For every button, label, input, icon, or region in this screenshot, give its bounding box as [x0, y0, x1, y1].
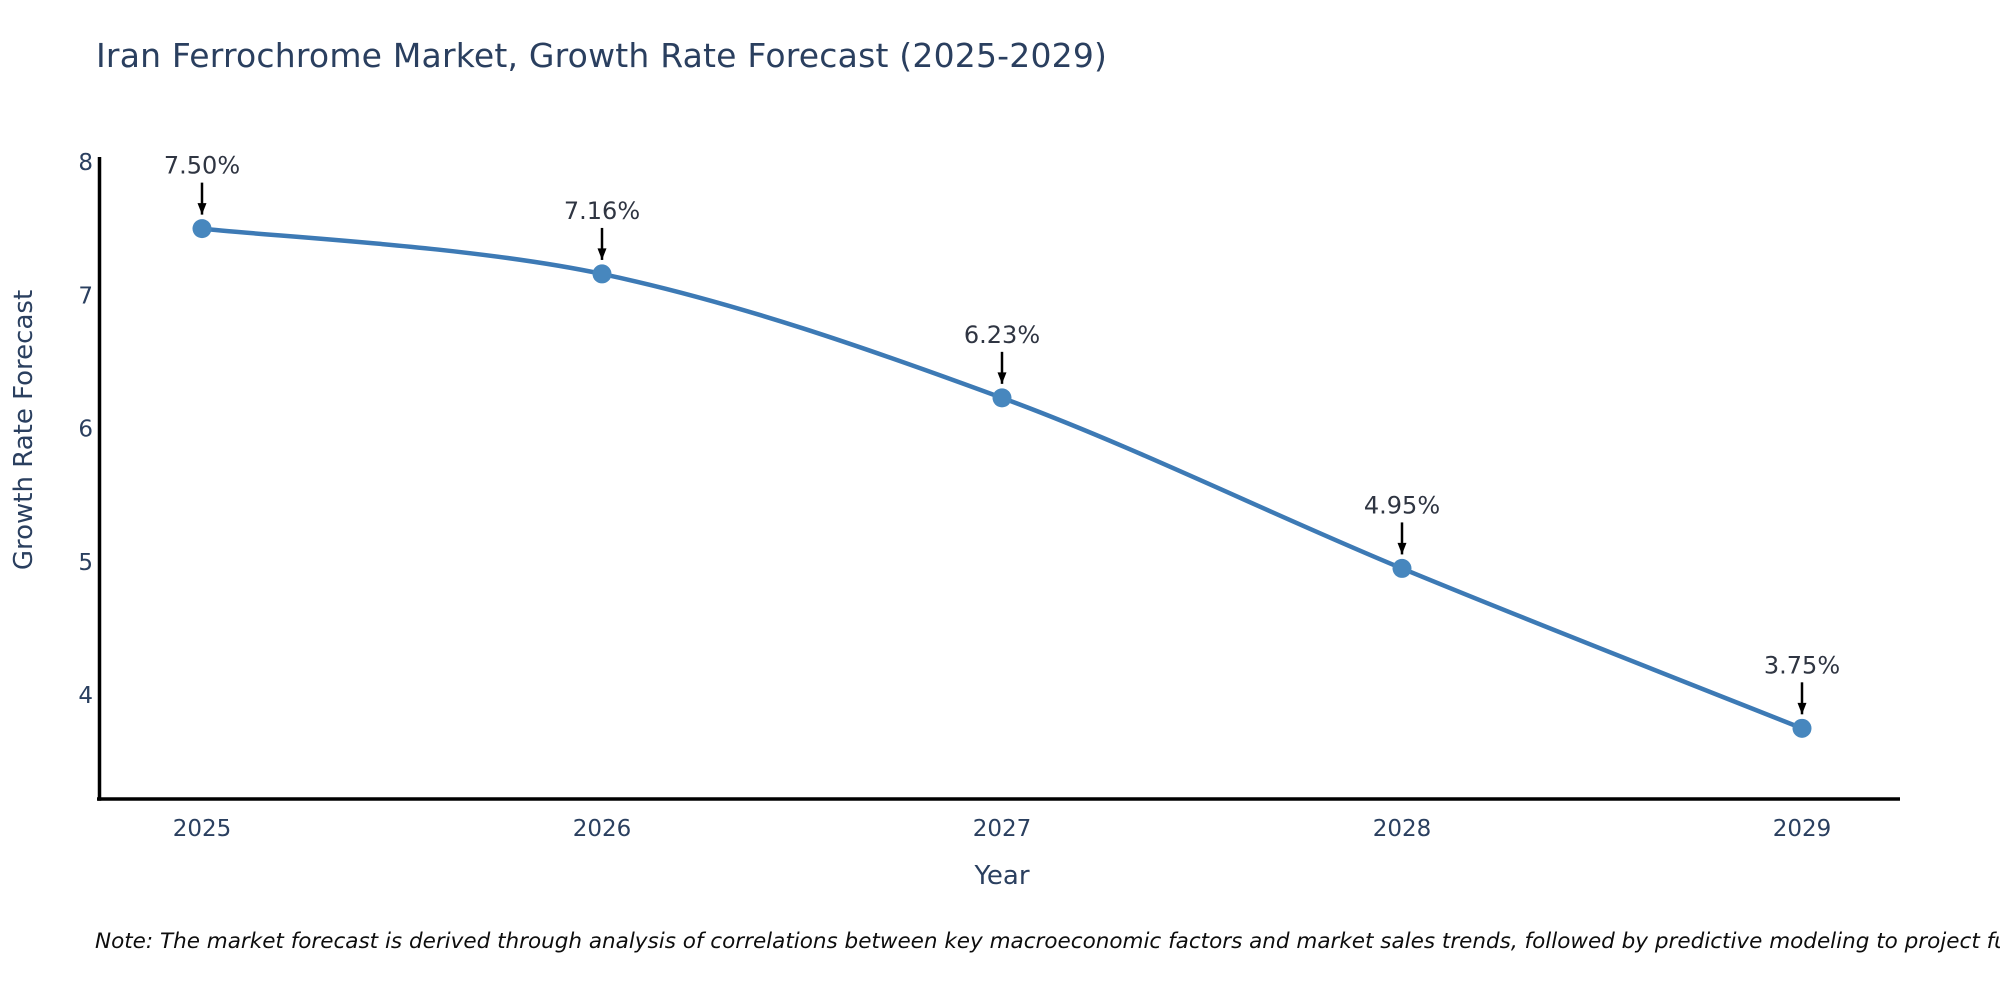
annotation-label: 4.95% — [1364, 491, 1440, 519]
data-point-marker[interactable] — [192, 219, 212, 239]
x-tick-label: 2027 — [973, 816, 1032, 842]
x-tick-label: 2026 — [573, 816, 632, 842]
y-axis-title: Growth Rate Forecast — [9, 290, 39, 570]
point-annotation: 7.50% — [164, 152, 240, 215]
x-tick-label: 2025 — [173, 816, 232, 842]
x-tick-label: 2029 — [1773, 816, 1832, 842]
y-tick-label: 6 — [78, 417, 93, 443]
point-annotation: 6.23% — [964, 321, 1040, 384]
data-point-marker[interactable] — [1392, 558, 1412, 578]
annotation-label: 3.75% — [1764, 651, 1840, 679]
annotations: 7.50% 7.16% 6.23% 4.95% 3.75% — [164, 152, 1840, 715]
data-point-marker[interactable] — [592, 264, 612, 284]
point-annotation: 3.75% — [1764, 651, 1840, 715]
annotation-label: 6.23% — [964, 321, 1040, 349]
data-points — [192, 219, 1812, 738]
annotation-label: 7.16% — [564, 197, 640, 225]
y-tick-label: 4 — [78, 683, 93, 709]
x-axis-ticks: 2025 2026 2027 2028 2029 — [173, 816, 1832, 842]
x-tick-label: 2028 — [1373, 816, 1432, 842]
annotation-label: 7.50% — [164, 152, 240, 180]
point-annotation: 4.95% — [1364, 491, 1440, 555]
y-tick-label: 5 — [78, 550, 93, 576]
y-tick-label: 7 — [78, 283, 93, 309]
chart-title: Iran Ferrochrome Market, Growth Rate For… — [96, 36, 1108, 75]
data-point-marker[interactable] — [1792, 718, 1812, 738]
x-axis-title: Year — [973, 861, 1029, 891]
footnote: Note: The market forecast is derived thr… — [95, 929, 2000, 954]
y-tick-label: 8 — [78, 150, 93, 176]
point-annotation: 7.16% — [564, 197, 640, 260]
y-axis-ticks: 8 7 6 5 4 — [78, 150, 93, 709]
data-point-marker[interactable] — [992, 388, 1012, 408]
forecast-line — [199, 226, 1805, 731]
